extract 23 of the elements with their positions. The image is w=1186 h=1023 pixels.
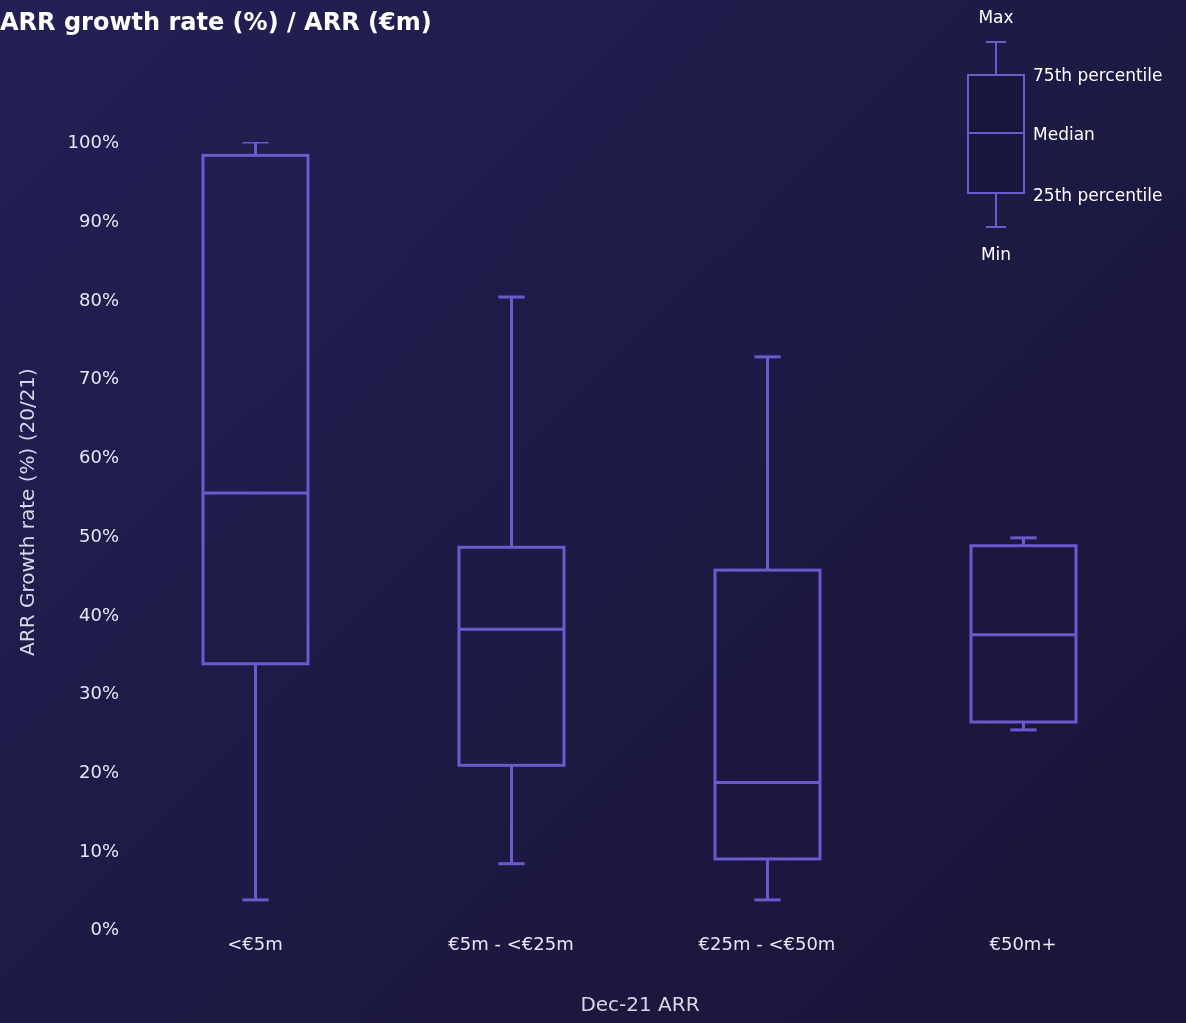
text: 75th percentile (1033, 65, 1163, 85)
chart-title: ARR growth rate (%) / ARR (€m) (0, 8, 432, 36)
y-tick-label: 60% (78, 446, 119, 468)
x-tick-label: €25m - <€50m (698, 932, 836, 954)
y-tick-label: 30% (78, 682, 119, 704)
y-tick-label: 20% (78, 760, 119, 782)
x-tick-label: €50m+ (989, 932, 1057, 954)
y-tick-label: 90% (78, 210, 119, 232)
y-axis-title: ARR Growth rate (%) (20/21) (15, 368, 39, 656)
y-tick-label: 80% (78, 288, 119, 310)
annotation: 25th percentile (1033, 185, 1163, 205)
x-axis-title: Dec-21 ARR (580, 992, 700, 1016)
annotation: Median (1033, 124, 1095, 144)
y-tick-label: 0% (90, 918, 119, 940)
y-tick-label: 50% (78, 524, 119, 546)
y-tick-label: 100% (67, 131, 119, 153)
text: Max (978, 7, 1014, 27)
y-tick-label: 70% (78, 367, 119, 389)
x-tick-label: €5m - <€25m (448, 932, 574, 954)
y-tick-label: 10% (78, 839, 119, 861)
y-tick-label: 40% (78, 603, 119, 625)
x-tick-label: <€5m (227, 932, 283, 954)
annotation: Min (980, 244, 1012, 264)
